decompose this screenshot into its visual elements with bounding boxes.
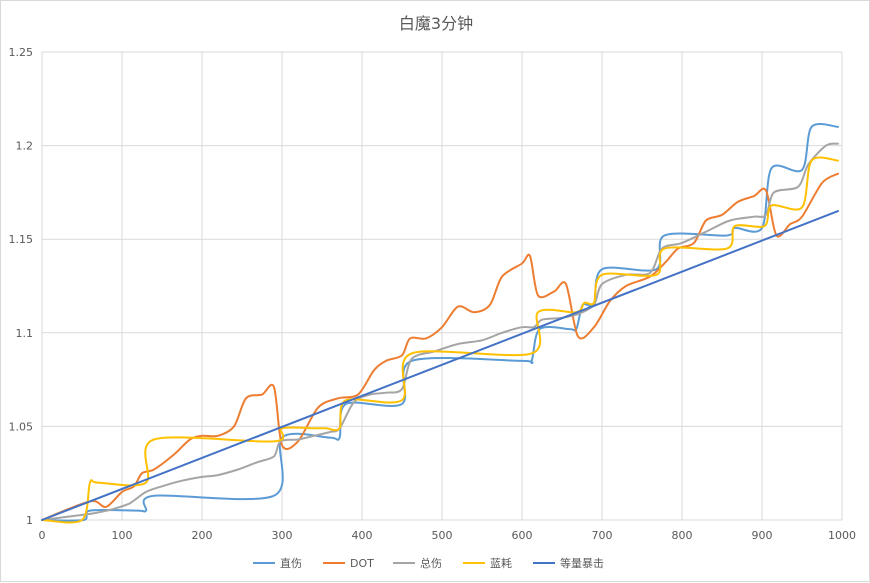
legend-label: 等量暴击 [560, 556, 604, 570]
legend-label: DOT [350, 557, 374, 570]
y-tick-label: 1.15 [9, 233, 34, 246]
y-tick-label: 1 [26, 514, 33, 527]
series-lines [41, 123, 839, 524]
series-line-0 [41, 123, 839, 522]
legend-label: 蓝耗 [490, 557, 512, 570]
legend-item-3: 蓝耗 [463, 557, 512, 570]
x-tick-label: 700 [592, 529, 613, 542]
y-tick-label: 1.1 [16, 327, 34, 340]
grid-lines [41, 51, 843, 521]
legend-label: 直伤 [280, 556, 302, 570]
x-tick-label: 0 [39, 529, 46, 542]
y-tick-label: 1.25 [9, 46, 34, 59]
series-line-4 [41, 210, 839, 521]
x-tick-label: 800 [672, 529, 693, 542]
legend-item-0: 直伤 [253, 556, 302, 570]
x-tick-label: 400 [352, 529, 373, 542]
chart-title: 白魔3分钟 [399, 14, 473, 33]
series-line-1 [41, 172, 839, 521]
x-tick-label: 300 [272, 529, 293, 542]
y-tick-label: 1.05 [9, 420, 34, 433]
x-tick-label: 1000 [828, 529, 856, 542]
x-tick-label: 500 [432, 529, 453, 542]
x-tick-label: 600 [512, 529, 533, 542]
series-line-3 [41, 156, 839, 524]
x-tick-label: 200 [192, 529, 213, 542]
x-tick-label: 100 [112, 529, 133, 542]
legend-item-2: 总伤 [393, 556, 442, 570]
legend-label: 总伤 [420, 556, 442, 570]
y-tick-label: 1.2 [16, 140, 34, 153]
axis-labels: 0 100 200 300 400 500 600 700 800 900 1000 1 1.05 1.1… [9, 46, 857, 542]
legend: 直伤 DOT 总伤 蓝耗 等量暴击 [253, 556, 604, 570]
legend-item-4: 等量暴击 [533, 556, 604, 570]
legend-item-1: DOT [323, 557, 374, 570]
x-tick-label: 900 [752, 529, 773, 542]
